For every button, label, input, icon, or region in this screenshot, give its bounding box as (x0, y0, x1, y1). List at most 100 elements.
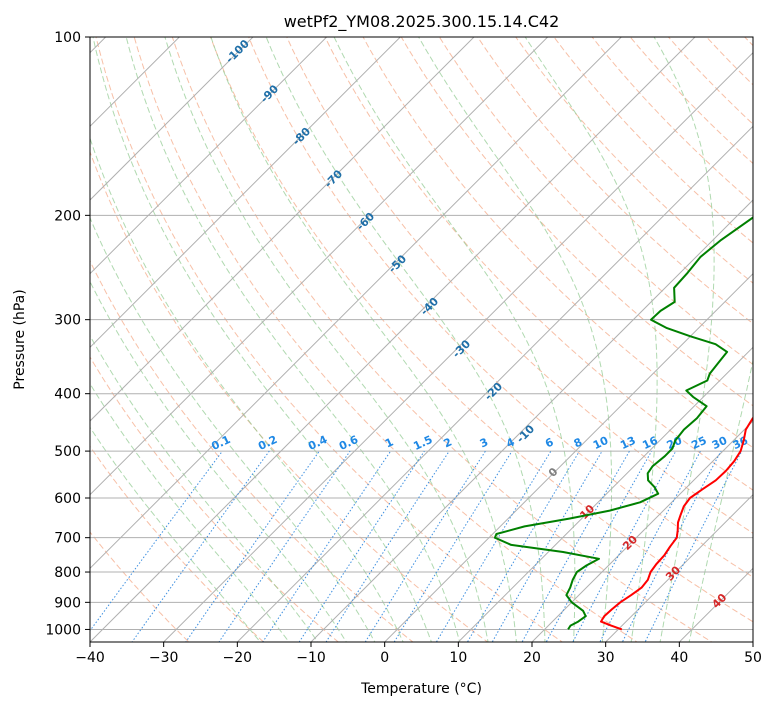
y-tick-label: 700 (54, 531, 81, 547)
mixing-ratio-label: 25 (689, 434, 708, 452)
y-tick-label: 600 (54, 491, 81, 507)
isotherms (90, 37, 753, 642)
y-tick-label: 1000 (45, 622, 81, 638)
x-tick-label: 50 (744, 650, 762, 666)
dry-adiabat-line (400, 37, 753, 407)
mixing-ratio-label: 0.2 (256, 433, 279, 453)
dry-adiabat-line (744, 37, 753, 47)
moist-adiabat-line (92, 37, 432, 642)
moist-adiabat-line (125, 37, 461, 642)
mixing-ratio-line (325, 450, 450, 642)
x-tick-label: 30 (597, 650, 615, 666)
x-tick-label: −20 (223, 650, 253, 666)
mixing-ratio-line (491, 450, 603, 642)
mixing-ratio-line (90, 450, 223, 632)
isotherm-label: -60 (354, 210, 377, 233)
isotherm-line (310, 199, 753, 642)
y-tick-label: 800 (54, 565, 81, 581)
isotherm-label: -70 (322, 167, 345, 190)
isotherm-line (90, 37, 623, 570)
isotherm-label: -30 (450, 337, 473, 360)
mixing-ratio-label: 0.4 (306, 433, 329, 453)
mixing-ratio-line (364, 450, 486, 642)
moist-adiabat-line (164, 37, 489, 642)
mixing-ratio-line (644, 450, 743, 642)
warm-isotherm-label: 10 (577, 502, 597, 522)
y-tick-label: 400 (54, 387, 81, 403)
mixing-ratio-line (435, 450, 552, 642)
dry-adiabat-line (133, 37, 638, 642)
mixing-ratio-label: 10 (591, 434, 611, 452)
sounding-series (493, 216, 753, 631)
axes: −40 −30 −20 −10 0 10 20 30 40 5010020030040050060… (45, 30, 762, 666)
moist-adiabat-line (90, 426, 261, 642)
moist-adiabat-line (90, 280, 347, 642)
mixing-ratio-line (466, 450, 580, 642)
isotherm-label: -100 (223, 37, 252, 66)
dry-adiabat-line (477, 37, 753, 325)
y-tick-label: 900 (54, 595, 81, 611)
x-tick-label: 40 (670, 650, 688, 666)
isotherm-line (604, 493, 753, 642)
y-tick-label: 500 (54, 444, 81, 460)
dry-adiabat-line (90, 259, 414, 642)
dry-adiabat-line (515, 37, 753, 284)
dry-adiabats (90, 10, 775, 654)
moist-adiabat-line (90, 382, 290, 642)
isotherm-line (90, 37, 475, 422)
mixing-ratio-line (185, 450, 320, 642)
moist-adiabat-line (688, 358, 753, 642)
isotherm-label: -10 (514, 422, 537, 445)
plot-frame (89, 36, 754, 643)
x-tick-label: −10 (296, 650, 326, 666)
chart-title: wetPf2_YM08.2025.300.15.14.C42 (284, 12, 560, 32)
x-tick-label: −40 (75, 650, 105, 666)
mixing-ratio-label: 36 (731, 434, 751, 452)
mixing-ratio-lines (90, 450, 743, 642)
mixing-ratio-label: 16 (640, 434, 660, 452)
dewpoint-profile-line (493, 216, 753, 630)
dry-adiabat-line (438, 37, 753, 366)
mixing-ratio-label: 0.1 (209, 433, 232, 453)
warm-isotherm-label: 40 (709, 591, 729, 611)
dry-adiabat-line (286, 37, 753, 534)
isotherm-line (383, 272, 753, 642)
isotherm-line (752, 641, 753, 642)
isotherm-line (90, 37, 549, 496)
mixing-ratio-line (621, 450, 722, 642)
dry-adiabat-line (95, 37, 564, 642)
dry-adiabat-line (90, 150, 489, 642)
isotherm-line (162, 51, 753, 642)
freezing-isotherm-label: 0 (546, 465, 561, 480)
isotherm-line (90, 37, 696, 642)
mixing-ratio-label: 1 (383, 435, 395, 450)
x-tick-label: 10 (449, 650, 467, 666)
moist-adiabat-line (524, 37, 658, 642)
dry-adiabat-line (756, 10, 775, 654)
mixing-ratio-line (218, 450, 351, 642)
moist-adiabat-line (418, 37, 613, 642)
mixing-ratio-line (599, 450, 701, 642)
isotherm-line (90, 37, 181, 128)
y-tick-label: 300 (54, 313, 81, 329)
isotherm-line (90, 37, 254, 201)
isotherm-line (90, 37, 328, 275)
mixing-ratio-line (298, 450, 425, 642)
moist-adiabat-line (90, 334, 319, 642)
isotherm-line (90, 37, 402, 349)
mixing-ratio-line (521, 450, 630, 642)
temperature-profile-line (600, 416, 753, 631)
isotherm-line (236, 125, 753, 642)
x-axis-title: Temperature (°C) (360, 681, 482, 697)
x-tick-label: 0 (380, 650, 389, 666)
mixing-ratio-line (393, 450, 513, 642)
mixing-ratio-label: 6 (543, 435, 556, 450)
dry-adiabat-line (248, 37, 753, 578)
x-tick-label: 20 (523, 650, 541, 666)
dry-adiabat-line (90, 445, 265, 642)
isotherm-line (678, 567, 753, 642)
isotherm-label: -20 (482, 380, 505, 403)
isotherm-line (531, 420, 753, 642)
moist-adiabat-line (210, 37, 518, 642)
